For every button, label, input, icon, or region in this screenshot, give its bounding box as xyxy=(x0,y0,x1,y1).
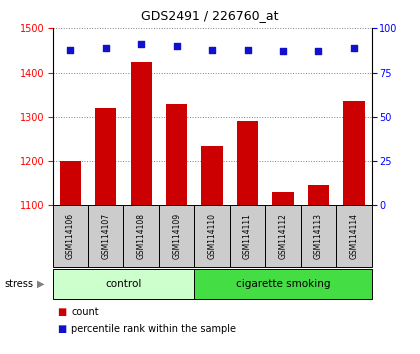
Text: GDS2491 / 226760_at: GDS2491 / 226760_at xyxy=(141,9,279,22)
Bar xyxy=(159,205,194,267)
Text: GSM114112: GSM114112 xyxy=(278,213,288,259)
Bar xyxy=(166,103,187,205)
Text: percentile rank within the sample: percentile rank within the sample xyxy=(71,324,236,334)
Text: GSM114106: GSM114106 xyxy=(66,213,75,259)
Text: GSM114113: GSM114113 xyxy=(314,213,323,259)
Point xyxy=(102,45,109,51)
Text: count: count xyxy=(71,307,99,316)
Text: ▶: ▶ xyxy=(37,279,45,289)
Text: GSM114108: GSM114108 xyxy=(136,213,146,259)
Bar xyxy=(343,101,365,205)
Bar xyxy=(202,145,223,205)
Bar xyxy=(194,269,372,299)
Bar xyxy=(230,205,265,267)
Text: cigarette smoking: cigarette smoking xyxy=(236,279,330,289)
Point xyxy=(209,47,215,52)
Text: GSM114107: GSM114107 xyxy=(101,213,110,259)
Bar xyxy=(194,205,230,267)
Text: control: control xyxy=(105,279,142,289)
Point xyxy=(173,43,180,49)
Bar xyxy=(131,62,152,205)
Text: ■: ■ xyxy=(57,307,66,316)
Bar xyxy=(336,205,372,267)
Text: stress: stress xyxy=(4,279,33,289)
Bar xyxy=(60,161,81,205)
Bar xyxy=(123,205,159,267)
Bar xyxy=(265,205,301,267)
Text: GSM114109: GSM114109 xyxy=(172,213,181,259)
Point xyxy=(280,48,286,54)
Point xyxy=(244,47,251,52)
Point xyxy=(351,45,357,51)
Bar xyxy=(88,205,123,267)
Text: GSM114110: GSM114110 xyxy=(207,213,217,259)
Bar xyxy=(273,192,294,205)
Bar xyxy=(301,205,336,267)
Bar xyxy=(308,185,329,205)
Bar xyxy=(52,269,194,299)
Bar xyxy=(237,121,258,205)
Point xyxy=(138,41,144,47)
Point xyxy=(67,47,74,52)
Bar xyxy=(95,108,116,205)
Bar xyxy=(52,205,88,267)
Text: GSM114114: GSM114114 xyxy=(349,213,358,259)
Text: GSM114111: GSM114111 xyxy=(243,213,252,259)
Text: ■: ■ xyxy=(57,324,66,334)
Point xyxy=(315,48,322,54)
